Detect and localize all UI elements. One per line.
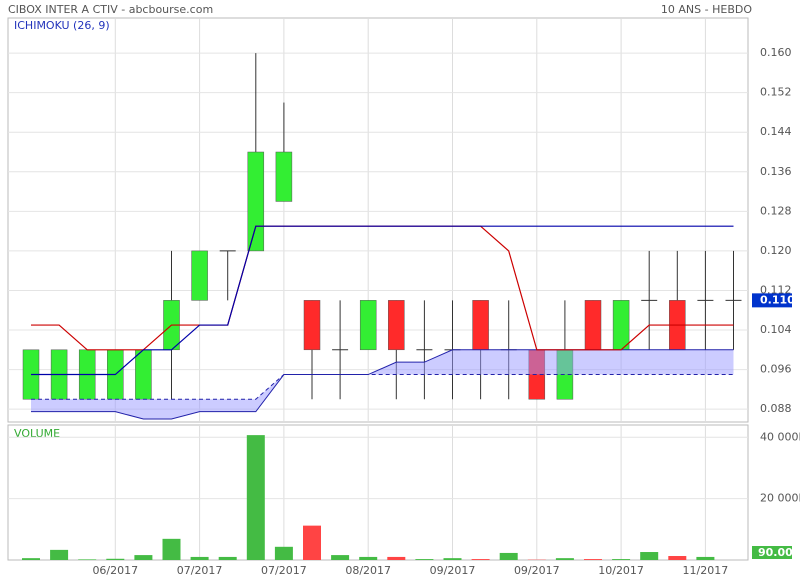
- x-tick-label: 06/2017: [92, 564, 138, 577]
- candle-body: [275, 151, 293, 202]
- volume-bar: [246, 435, 265, 560]
- volume-bar: [415, 559, 434, 560]
- volume-bar: [612, 559, 631, 560]
- candle-body: [359, 300, 377, 351]
- volume-label: 90.00: [758, 546, 793, 559]
- volume-bar: [218, 556, 237, 560]
- volume-bar: [106, 558, 125, 560]
- y-tick-label: 0.104: [760, 323, 792, 336]
- senkou-span-b: [31, 374, 734, 400]
- candle-body: [303, 300, 321, 351]
- ichimoku-cloud: [31, 349, 734, 420]
- volume-bar: [668, 556, 687, 560]
- volume-bar: [359, 556, 378, 560]
- x-tick-label: 07/2017: [177, 564, 223, 577]
- volume-bar: [303, 525, 321, 560]
- candle-body: [612, 300, 630, 351]
- candle-body: [472, 300, 489, 351]
- volume-label-box: [752, 546, 792, 559]
- y-tick-label: 0.096: [760, 363, 792, 376]
- candle-body: [388, 300, 405, 351]
- y-tick-label: 0.088: [760, 402, 792, 415]
- y-tick-label: 0.152: [760, 86, 792, 99]
- volume-bar: [190, 556, 209, 560]
- volume-bar: [162, 538, 181, 560]
- last-price-box: [752, 293, 792, 308]
- volume-bar: [471, 559, 490, 560]
- volume-bar: [331, 555, 350, 560]
- volume-bar: [640, 552, 659, 560]
- x-tick-label: 09/2017: [430, 564, 476, 577]
- x-tick-label: 08/2017: [345, 564, 391, 577]
- volume-bar: [78, 559, 97, 560]
- x-tick-label: 10/2017: [598, 564, 644, 577]
- ichimoku-line: [31, 225, 734, 376]
- candle-body: [247, 151, 265, 252]
- y-tick-label: 20 000K: [760, 492, 800, 505]
- y-tick-label: 0.136: [760, 165, 792, 178]
- x-tick-label: 11/2017: [683, 564, 729, 577]
- y-tick-label: 0.112: [760, 283, 792, 296]
- volume-bar: [696, 556, 715, 560]
- volume-bar: [50, 549, 69, 560]
- candle-body: [191, 250, 208, 301]
- volume-bar: [499, 552, 518, 560]
- y-tick-label: 0.160: [760, 46, 792, 59]
- volume-bar: [274, 546, 293, 560]
- volume-title: VOLUME: [14, 427, 60, 440]
- indicator-legend: ICHIMOKU (26, 9): [14, 19, 110, 32]
- candle-body: [584, 300, 602, 351]
- y-tick-label: 0.128: [760, 204, 792, 217]
- x-tick-label: 07/2017: [261, 564, 307, 577]
- volume-bar: [134, 555, 153, 560]
- y-tick-label: 40 000K: [760, 430, 800, 443]
- y-tick-label: 0.144: [760, 125, 792, 138]
- volume-panel: [7, 424, 749, 561]
- volume-bar: [555, 558, 574, 560]
- last-price-label: 0.110: [760, 293, 795, 306]
- chart-subtitle: 10 ANS - HEBDO: [661, 3, 752, 16]
- x-tick-label: 09/2017: [514, 564, 560, 577]
- candle-body: [135, 349, 152, 400]
- volume-bar: [443, 558, 462, 560]
- volume-bar: [584, 559, 602, 560]
- y-tick-label: 0.120: [760, 244, 792, 257]
- volume-bar: [387, 556, 406, 560]
- chart-title: CIBOX INTER A CTIV - abcbourse.com: [8, 3, 213, 16]
- volume-bar: [22, 558, 40, 560]
